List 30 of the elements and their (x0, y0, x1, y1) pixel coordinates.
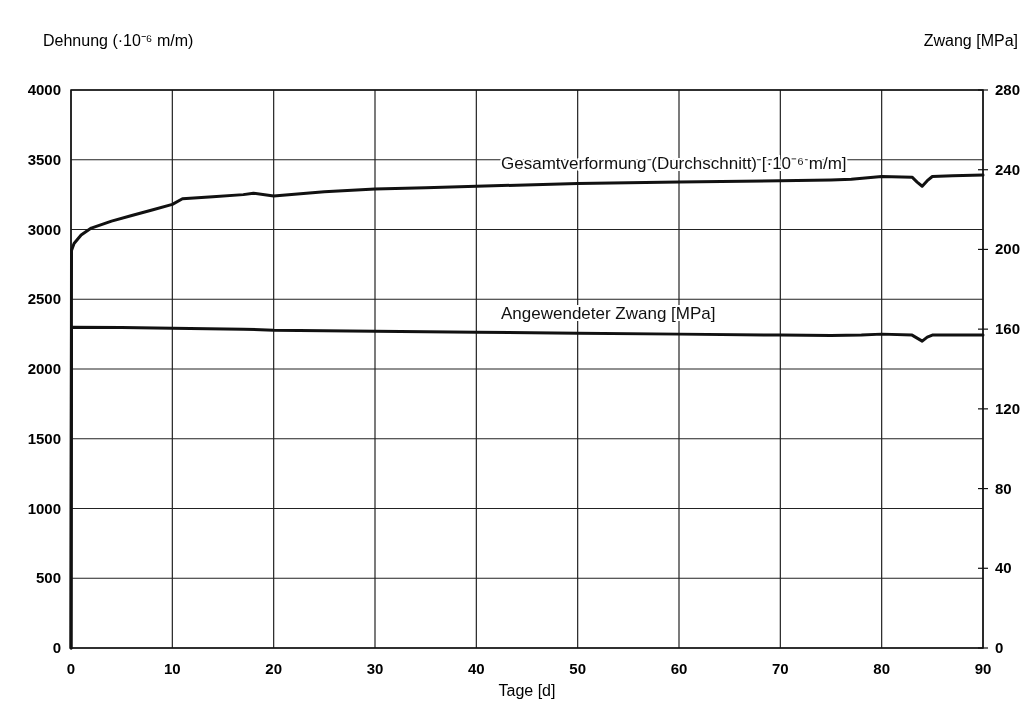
y2-tick-label: 160 (995, 320, 1021, 338)
y-tick-label: 3000 (27, 220, 61, 238)
x-tick-label: 50 (569, 660, 587, 677)
x-tick-label: 60 (670, 660, 688, 677)
x-tick-label: 70 (771, 660, 789, 677)
x-tick-label: 80 (873, 660, 891, 677)
x-axis-title: Tage [d] (498, 682, 556, 699)
x-tick-label: 20 (265, 660, 283, 677)
y-tick-label: 3500 (27, 150, 61, 168)
y2-tick-label: 120 (995, 399, 1021, 417)
x-tick-label: 40 (467, 660, 485, 677)
y2-tick-label: 240 (995, 160, 1021, 178)
y-tick-label: 4000 (27, 81, 61, 98)
y2-tick-label: 0 (995, 639, 1004, 656)
y-tick-label: 0 (52, 639, 61, 656)
x-tick-label: 10 (163, 660, 181, 677)
y2-tick-label: 200 (995, 240, 1021, 258)
x-tick-label: 90 (974, 660, 992, 677)
y2-tick-label: 280 (995, 81, 1021, 98)
y-tick-label: 1000 (27, 499, 61, 517)
y-axis-title: Dehnung (·10⁻⁶ m/m) (43, 32, 194, 49)
y-tick-label: 1500 (27, 429, 61, 447)
y2-tick-label: 80 (995, 479, 1012, 497)
y-tick-label: 2500 (27, 290, 61, 308)
x-tick-label: 0 (66, 660, 76, 677)
y-tick-label: 2000 (27, 360, 61, 377)
y-tick-label: 500 (35, 569, 61, 587)
y2-tick-label: 40 (995, 559, 1012, 577)
x-tick-label: 30 (366, 660, 384, 677)
y2-axis-title: Zwang [MPa] (923, 32, 1018, 49)
